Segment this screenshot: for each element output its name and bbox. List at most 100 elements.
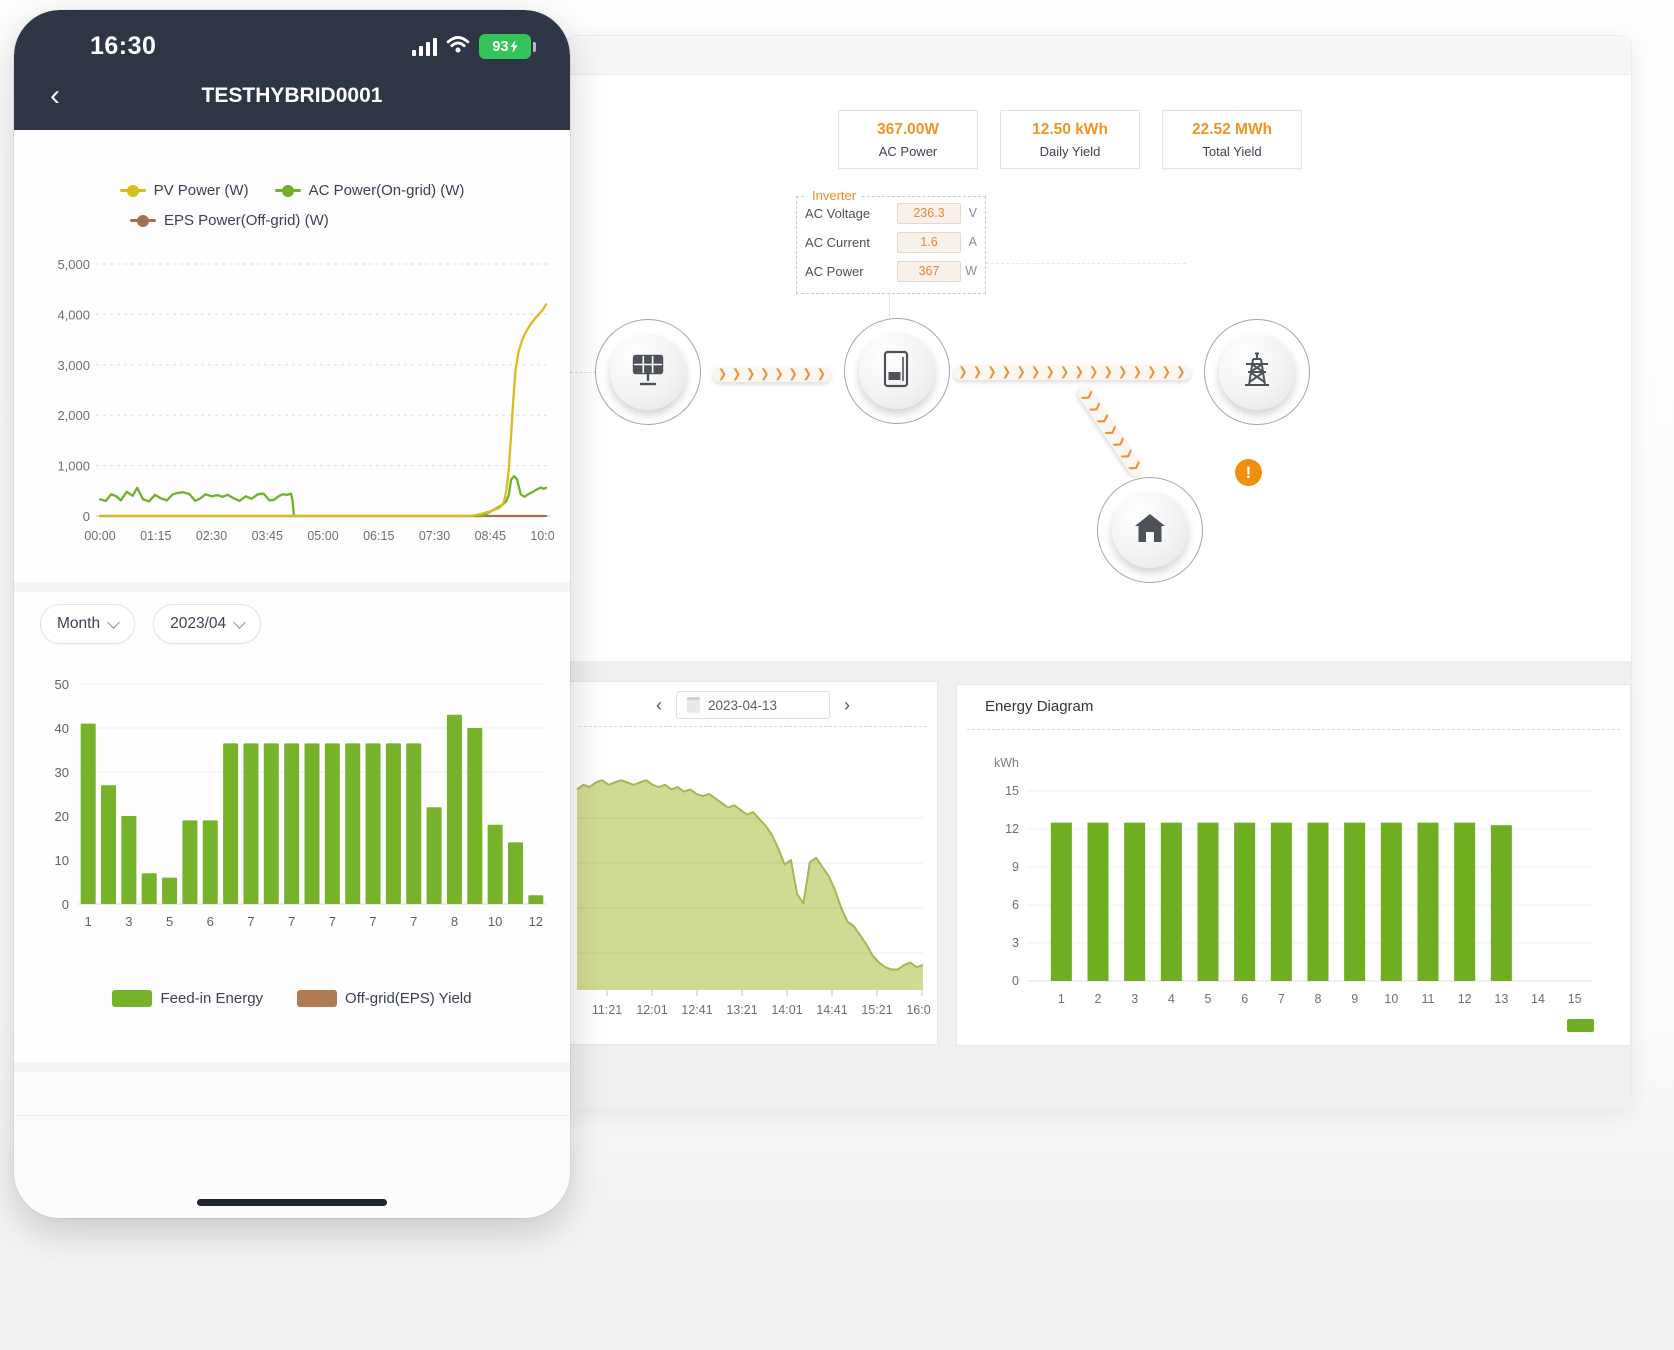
stat-label: Total Yield bbox=[1202, 143, 1262, 159]
svg-text:3: 3 bbox=[125, 914, 132, 929]
inverter-row-ac-current: AC Current 1.6 A bbox=[805, 229, 977, 255]
flow-node-home[interactable] bbox=[1097, 477, 1203, 583]
svg-text:0: 0 bbox=[83, 509, 90, 524]
date-navigation: ‹ 2023-04-13 › bbox=[569, 691, 937, 719]
battery-indicator: 93 bbox=[479, 34, 536, 59]
svg-text:15:21: 15:21 bbox=[861, 1003, 892, 1017]
legend-item-feed-in[interactable]: Feed-in Energy bbox=[112, 990, 263, 1007]
svg-text:01:15: 01:15 bbox=[140, 529, 171, 543]
battery-percent: 93 bbox=[492, 38, 509, 55]
inverter-icon bbox=[880, 349, 914, 394]
svg-text:3,000: 3,000 bbox=[57, 358, 90, 373]
svg-text:8: 8 bbox=[451, 914, 458, 929]
home-icon bbox=[1132, 511, 1168, 550]
svg-text:0: 0 bbox=[62, 897, 69, 912]
prev-day-button[interactable]: ‹ bbox=[656, 695, 662, 715]
svg-text:13: 13 bbox=[1494, 992, 1508, 1006]
daily-production-area-chart[interactable]: 11:21 12:01 12:41 13:21 14:01 14:41 15:21 16:01 bbox=[571, 738, 931, 1038]
svg-text:08:45: 08:45 bbox=[475, 529, 506, 543]
svg-text:12: 12 bbox=[1458, 992, 1472, 1006]
svg-text:06:15: 06:15 bbox=[363, 529, 394, 543]
legend-item-ac-power[interactable]: AC Power(On-grid) (W) bbox=[274, 182, 464, 199]
svg-text:9: 9 bbox=[1351, 992, 1358, 1006]
flow-node-solar[interactable] bbox=[595, 319, 701, 425]
svg-text:16:01: 16:01 bbox=[906, 1003, 931, 1017]
svg-text:00:00: 00:00 bbox=[84, 529, 115, 543]
legend-marker bbox=[119, 184, 146, 197]
chart-filters: Month 2023/04 bbox=[40, 604, 262, 644]
stat-value: 367.00W bbox=[876, 120, 940, 138]
inverter-row-ac-power: AC Power 367 W bbox=[805, 258, 977, 284]
dashboard-window: 367.00W AC Power 12.50 kWh Daily Yield 2… bbox=[565, 35, 1632, 1109]
status-icons: 93 bbox=[411, 34, 536, 59]
period-dropdown[interactable]: Month bbox=[40, 604, 136, 644]
svg-text:5: 5 bbox=[1205, 992, 1212, 1006]
energy-chart-card: Month 2023/04 0 10 20 30 40 50 1 3 5 6 7 7 7 7 7 8 10 12 … bbox=[14, 592, 570, 1062]
svg-text:6: 6 bbox=[1012, 898, 1019, 912]
svg-text:5,000: 5,000 bbox=[57, 257, 90, 272]
home-indicator[interactable] bbox=[197, 1199, 387, 1206]
panel-separator bbox=[967, 729, 1620, 730]
svg-text:7: 7 bbox=[288, 914, 295, 929]
svg-text:07:30: 07:30 bbox=[419, 529, 450, 543]
svg-text:7: 7 bbox=[369, 914, 376, 929]
device-title: TESTHYBRID0001 bbox=[201, 84, 383, 107]
row-value: 367 bbox=[897, 260, 961, 282]
svg-text:20: 20 bbox=[55, 809, 69, 824]
legend-item-off-grid[interactable]: Off-grid(EPS) Yield bbox=[297, 990, 472, 1007]
row-unit: W bbox=[965, 264, 977, 278]
stats-row: 367.00W AC Power 12.50 kWh Daily Yield 2… bbox=[838, 110, 1302, 169]
diagram-dashed-connector bbox=[889, 292, 890, 337]
flow-node-grid[interactable] bbox=[1204, 319, 1310, 425]
row-unit: A bbox=[968, 235, 977, 249]
legend-item-eps-power[interactable]: EPS Power(Off-grid) (W) bbox=[130, 212, 329, 229]
svg-text:12:41: 12:41 bbox=[681, 1003, 712, 1017]
warning-badge[interactable]: ! bbox=[1235, 459, 1262, 486]
row-label: AC Voltage bbox=[805, 205, 871, 221]
inverter-row-ac-voltage: AC Voltage 236.3 V bbox=[805, 200, 977, 226]
svg-text:14: 14 bbox=[1531, 992, 1545, 1006]
svg-text:03:45: 03:45 bbox=[252, 529, 283, 543]
legend-item-pv-power[interactable]: PV Power (W) bbox=[119, 182, 249, 199]
month-dropdown[interactable]: 2023/04 bbox=[153, 604, 262, 644]
back-button[interactable]: ‹ bbox=[50, 79, 60, 112]
empty-footer-card bbox=[14, 1072, 570, 1218]
svg-text:1: 1 bbox=[85, 914, 92, 929]
legend-marker bbox=[130, 214, 156, 227]
svg-text:7: 7 bbox=[329, 914, 336, 929]
svg-text:10: 10 bbox=[1384, 992, 1398, 1006]
svg-text:kWh: kWh bbox=[994, 756, 1019, 770]
row-unit: V bbox=[968, 206, 977, 220]
svg-text:11:21: 11:21 bbox=[592, 1003, 622, 1017]
power-chart-card: PV Power (W) AC Power(On-grid) (W) EPS P… bbox=[14, 130, 570, 582]
svg-text:15: 15 bbox=[1568, 992, 1582, 1006]
svg-text:12: 12 bbox=[1005, 822, 1019, 836]
flow-node-inverter[interactable] bbox=[844, 318, 950, 424]
stat-ac-power: 367.00W AC Power bbox=[838, 110, 978, 169]
date-picker[interactable]: 2023-04-13 bbox=[676, 691, 830, 719]
svg-text:7: 7 bbox=[247, 914, 254, 929]
monthly-energy-bar-chart[interactable]: 0 10 20 30 40 50 1 3 5 6 7 7 7 7 7 8 10 12 bbox=[30, 666, 554, 956]
svg-text:7: 7 bbox=[1278, 992, 1285, 1006]
svg-text:40: 40 bbox=[55, 721, 69, 736]
svg-text:12:01: 12:01 bbox=[636, 1003, 667, 1017]
next-day-button[interactable]: › bbox=[844, 695, 850, 715]
svg-text:11: 11 bbox=[1422, 992, 1435, 1006]
svg-text:4: 4 bbox=[1168, 992, 1175, 1006]
svg-text:50: 50 bbox=[55, 677, 69, 692]
energy-diagram-panel: Energy Diagram kWh 0 3 6 9 12 15 1 2 3 4 5 6 7 8 9 10 11 1… bbox=[956, 684, 1631, 1046]
power-line-chart[interactable]: 0 1,000 2,000 3,000 4,000 5,000 00:00 01:15 02:3… bbox=[30, 248, 554, 553]
chevron-down-icon bbox=[233, 615, 246, 629]
svg-text:6: 6 bbox=[207, 914, 214, 929]
grid-tower-icon bbox=[1240, 351, 1274, 394]
divider bbox=[14, 1115, 570, 1116]
row-label: AC Current bbox=[805, 234, 871, 250]
energy-diagram-title: Energy Diagram bbox=[985, 698, 1094, 715]
phone-status-and-nav: 16:30 93 bbox=[14, 10, 570, 130]
inverter-panel-title: Inverter bbox=[807, 188, 862, 203]
svg-text:02:30: 02:30 bbox=[196, 529, 227, 543]
svg-text:2,000: 2,000 bbox=[57, 408, 90, 423]
svg-text:1,000: 1,000 bbox=[57, 459, 90, 474]
